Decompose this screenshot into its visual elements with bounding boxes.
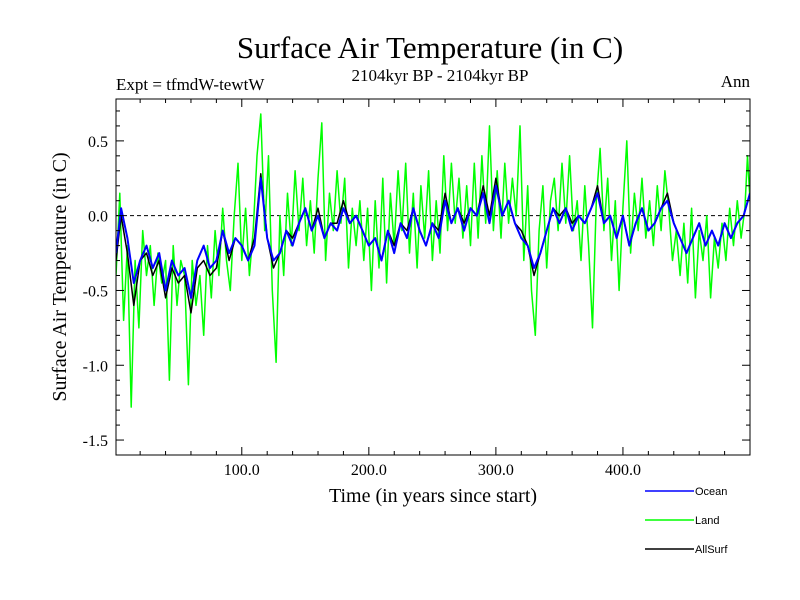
legend-label-allsurf: AllSurf (695, 544, 728, 556)
legend: Ocean Land AllSurf (645, 486, 728, 556)
chart-title: Surface Air Temperature (in C) (237, 30, 623, 65)
series-layer (116, 113, 750, 408)
y-tick-label: -1.5 (83, 433, 108, 450)
x-axis-label: Time (in years since start) (329, 485, 537, 507)
legend-label-land: Land (695, 515, 719, 527)
chart-subtitle: 2104kyr BP - 2104kyr BP (352, 66, 529, 85)
ticks-layer: 0.5 0.0 -0.5 -1.0 -1.5 100.0 200.0 300.0 400.0 (83, 99, 750, 479)
season-label: Ann (721, 72, 751, 91)
x-tick-label: 300.0 (478, 462, 514, 479)
y-axis-label: Surface Air Temperature (in C) (49, 152, 71, 401)
y-tick-label: -0.5 (83, 283, 108, 300)
legend-label-ocean: Ocean (695, 486, 727, 498)
series-line-ocean (116, 177, 750, 299)
plot-frame (115, 98, 751, 456)
y-tick-label: 0.0 (88, 209, 108, 226)
x-tick-label: 100.0 (224, 462, 260, 479)
x-tick-label: 400.0 (605, 462, 641, 479)
x-tick-label: 200.0 (351, 462, 387, 479)
series-line-land (116, 113, 750, 408)
y-tick-label: -1.0 (83, 358, 108, 375)
experiment-label: Expt = tfmdW-tewtW (116, 75, 265, 94)
y-tick-label: 0.5 (88, 134, 108, 151)
